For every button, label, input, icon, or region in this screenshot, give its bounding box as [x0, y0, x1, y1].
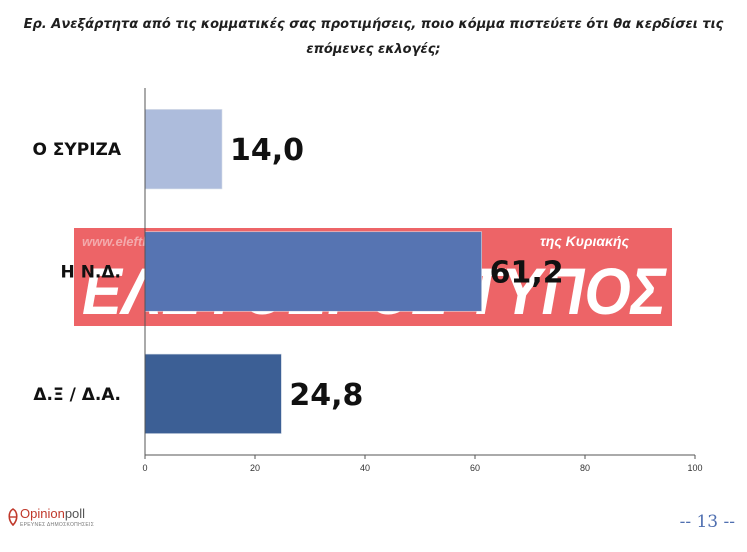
watermark-subtitle: της Κυριακής [540, 233, 630, 249]
chart-question: Ερ. Ανεξάρτητα από τις κομματικές σας πρ… [23, 17, 724, 57]
x-tick-label-60: 60 [470, 463, 480, 473]
logo-name-part2: poll [64, 506, 86, 521]
category-label-3: Δ.Ξ / Δ.Α. [33, 385, 121, 405]
opinionpoll-logo: Opinionpoll ΕΡΕΥΝΕΣ ΔΗΜΟΣΚΟΠΗΣΕΙΣ [6, 506, 106, 536]
x-tick-label-20: 20 [250, 463, 260, 473]
bar-2 [144, 231, 482, 312]
x-tick-label-40: 40 [360, 463, 370, 473]
value-label-1: 14,0 [230, 133, 304, 168]
x-tick-label-100: 100 [687, 463, 702, 473]
logo-name-part1: Opinion [20, 506, 65, 521]
value-label-2: 61,2 [490, 256, 564, 291]
bar-3 [144, 353, 282, 434]
page-number: -- 13 -- [679, 512, 735, 532]
logo-mark-icon [8, 508, 18, 526]
logo-name: Opinionpoll [20, 506, 85, 521]
logo-tagline: ΕΡΕΥΝΕΣ ΔΗΜΟΣΚΟΠΗΣΕΙΣ [20, 522, 95, 528]
x-tick-label-0: 0 [142, 463, 147, 473]
bar-1 [144, 109, 223, 190]
x-tick-label-80: 80 [580, 463, 590, 473]
category-label-2: Η Ν.Δ. [61, 263, 121, 283]
category-label-1: Ο ΣΥΡΙΖΑ [32, 140, 121, 160]
value-label-3: 24,8 [289, 378, 363, 413]
